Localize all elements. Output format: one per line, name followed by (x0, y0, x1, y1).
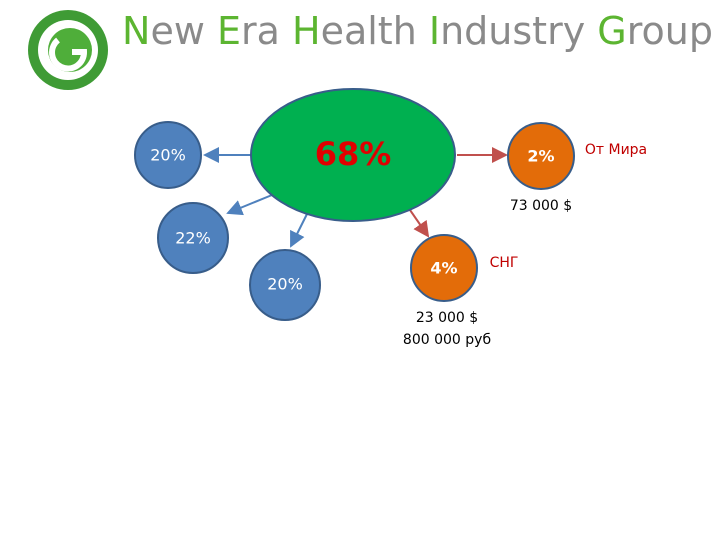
logo (28, 10, 108, 90)
node-amount: 73 000 $ (510, 198, 572, 214)
node (410, 234, 478, 302)
node (249, 249, 321, 321)
node-amount: 23 000 $ (416, 310, 478, 326)
node-label: 4% (430, 259, 457, 278)
node-label: 2% (527, 147, 554, 166)
center-label: 68% (315, 135, 392, 173)
node-label: 20% (150, 146, 186, 165)
node-label: 22% (175, 229, 211, 248)
node-note: СНГ (490, 255, 519, 271)
node-note: От Мира (585, 142, 647, 158)
center-node (250, 88, 456, 222)
node-amount: 800 000 руб (403, 332, 491, 348)
header-title: New Era Health Industry Group (122, 9, 713, 53)
node-label: 20% (267, 275, 303, 294)
arrows (203, 147, 508, 248)
node (507, 122, 575, 190)
node (134, 121, 202, 189)
node (157, 202, 229, 274)
